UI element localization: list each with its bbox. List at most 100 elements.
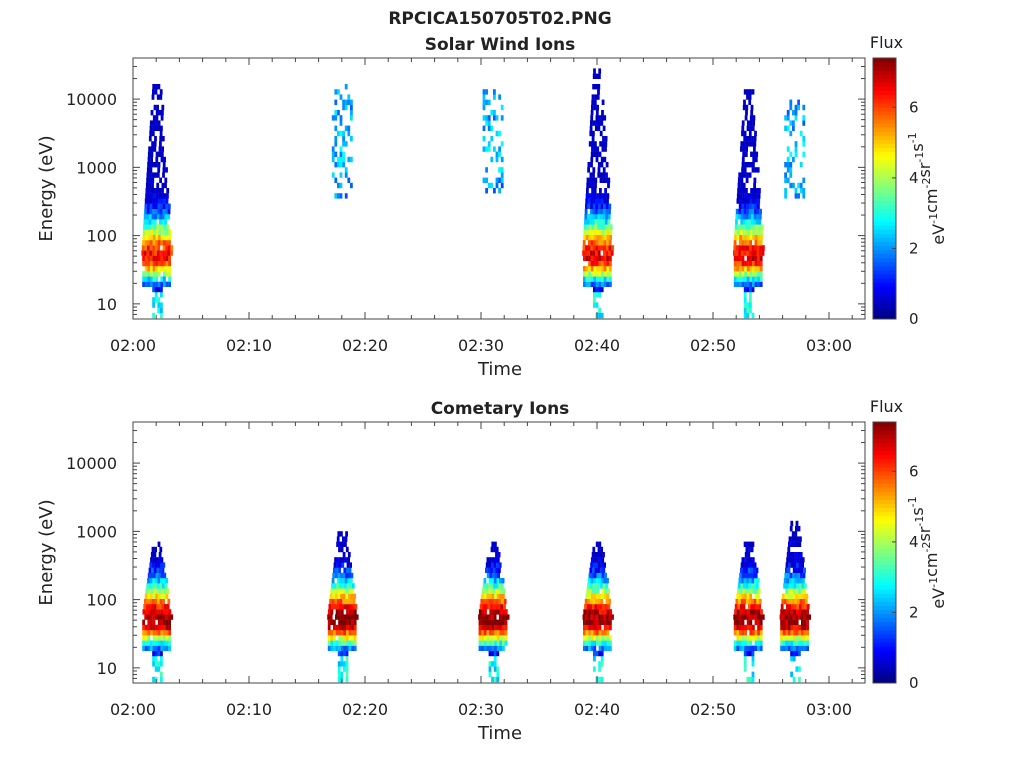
flux-cell: [338, 588, 341, 594]
colorbar-segment: [873, 208, 896, 214]
flux-cell: [601, 281, 604, 287]
flux-cell: [152, 255, 156, 261]
colorbar-segment: [873, 446, 896, 451]
flux-cell: [590, 240, 594, 246]
colorbar-segment: [873, 119, 896, 124]
flux-cell: [741, 260, 745, 267]
flux-cell: [607, 177, 611, 183]
flux-cell: [609, 255, 612, 261]
flux-cell: [334, 162, 338, 168]
flux-cell: [583, 229, 587, 235]
flux-cell: [349, 583, 353, 589]
flux-cell: [486, 635, 490, 641]
flux-cell: [331, 151, 335, 157]
flux-cell: [609, 266, 612, 272]
flux-cell: [585, 630, 589, 636]
flux-cell: [788, 619, 791, 625]
flux-cell: [745, 136, 749, 142]
x-tick-label: 03:00: [806, 700, 852, 719]
y-tick-label: 10: [97, 295, 117, 314]
y-axis-label: Energy (eV): [36, 499, 57, 605]
flux-cell: [150, 110, 154, 116]
flux-cell: [146, 214, 150, 220]
flux-cell: [485, 614, 489, 620]
flux-cell: [156, 583, 160, 589]
flux-cell: [607, 219, 611, 225]
flux-cell: [591, 552, 595, 558]
flux-cell: [799, 578, 803, 584]
flux-cell: [154, 84, 158, 90]
flux-cell: [739, 640, 742, 646]
flux-cell: [147, 630, 151, 636]
flux-cell: [743, 666, 747, 672]
flux-cell: [163, 193, 167, 199]
flux-cell: [741, 614, 744, 620]
flux-cell: [499, 630, 503, 636]
flux-cell: [337, 182, 340, 189]
flux-cell: [493, 583, 496, 589]
flux-cell: [739, 260, 742, 267]
flux-cell: [154, 286, 158, 293]
colorbar-segment: [873, 466, 896, 472]
flux-cell: [592, 84, 595, 90]
flux-cell: [588, 640, 591, 646]
flux-cell: [150, 146, 154, 152]
flux-cell: [784, 177, 787, 183]
flux-cell: [598, 640, 602, 646]
flux-cell: [757, 635, 760, 641]
flux-cell: [789, 526, 793, 532]
flux-cell: [590, 598, 593, 605]
flux-cell: [600, 578, 604, 584]
flux-cell: [143, 214, 147, 220]
flux-cell: [590, 635, 594, 641]
flux-cell: [750, 219, 754, 225]
flux-cell: [494, 635, 497, 641]
flux-cell: [755, 219, 759, 225]
flux-cell: [157, 250, 160, 256]
flux-cell: [501, 598, 504, 605]
flux-cell: [740, 604, 743, 610]
flux-cell: [751, 312, 755, 319]
flux-cell: [748, 172, 752, 178]
flux-cell: [785, 583, 789, 589]
flux-cell: [155, 156, 159, 163]
flux-cell: [149, 214, 152, 220]
flux-cell: [793, 562, 797, 568]
flux-cell: [158, 110, 162, 116]
flux-cell: [158, 609, 161, 615]
flux-cell: [160, 255, 164, 261]
flux-cell: [485, 146, 488, 152]
flux-cell: [750, 110, 754, 116]
flux-cell: [739, 630, 742, 636]
flux-cell: [603, 156, 607, 163]
flux-cell: [346, 640, 349, 646]
flux-cell: [602, 604, 606, 610]
flux-cell: [150, 645, 153, 651]
flux-cell: [606, 281, 610, 287]
flux-cell: [604, 219, 608, 225]
flux-cell: [752, 193, 756, 199]
flux-cell: [582, 250, 585, 256]
flux-cell: [150, 630, 153, 636]
flux-cell: [161, 219, 165, 225]
flux-cell: [598, 266, 602, 272]
flux-cell: [334, 136, 338, 142]
flux-cell: [603, 115, 607, 121]
colorbar-segment: [873, 90, 896, 96]
flux-cell: [142, 255, 145, 261]
flux-cell: [609, 640, 612, 646]
flux-cell: [160, 640, 164, 646]
flux-cell: [338, 630, 341, 636]
flux-cell: [152, 312, 155, 319]
flux-cell: [757, 203, 760, 209]
flux-cell: [334, 115, 338, 121]
flux-cell: [159, 130, 163, 137]
flux-cell: [594, 214, 598, 220]
flux-cell: [753, 141, 757, 147]
flux-cell: [588, 255, 591, 261]
colorbar-segment: [873, 430, 896, 435]
flux-cell: [342, 614, 346, 620]
flux-cell: [598, 203, 601, 209]
flux-cell: [737, 604, 741, 610]
flux-cell: [340, 546, 344, 553]
